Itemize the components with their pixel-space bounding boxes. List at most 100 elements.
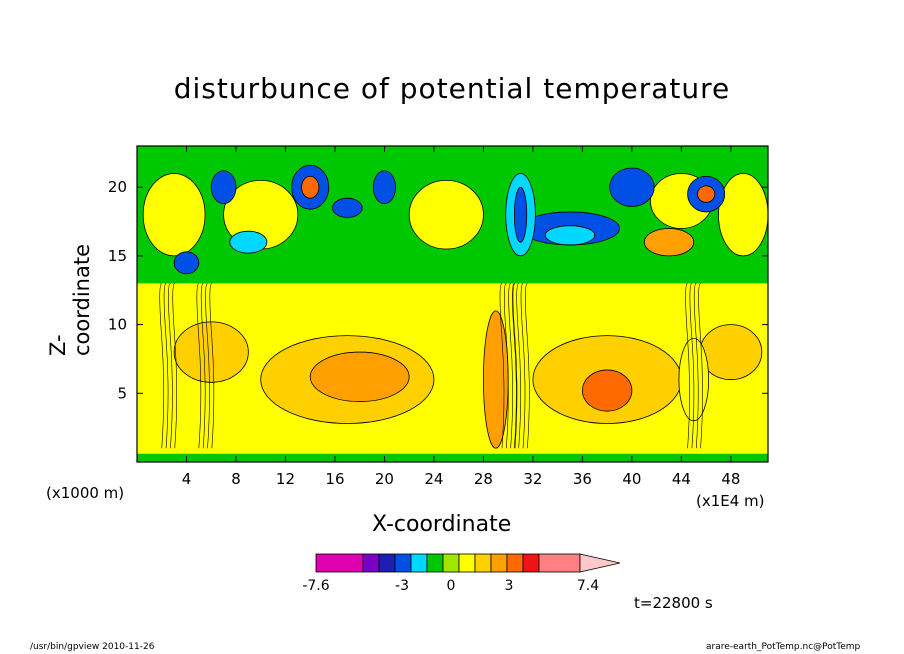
field-contour <box>643 228 695 257</box>
field-contour <box>516 283 521 449</box>
field-blob <box>211 170 236 204</box>
field-blob <box>174 321 249 383</box>
field-plot <box>137 146 768 462</box>
field-blob <box>409 180 484 250</box>
x-tick-label: 36 <box>573 470 592 488</box>
colorbar-segment <box>394 553 412 573</box>
field-contour <box>408 179 484 250</box>
field-blob <box>310 352 410 402</box>
unit-note: (x1000 m) <box>46 484 125 502</box>
field-blob <box>143 173 206 256</box>
field-blob <box>609 167 655 207</box>
field-blob <box>373 170 396 204</box>
colorbar-segment <box>315 553 364 573</box>
y-tick-label: 10 <box>108 316 127 334</box>
x-tick-label: 28 <box>474 470 493 488</box>
field-contour <box>697 185 716 203</box>
field-contour <box>499 283 505 449</box>
field-contour <box>512 283 517 449</box>
colorbar: -7.6 -3 0 3 7.4 <box>302 553 621 594</box>
field-contour <box>205 283 210 449</box>
field-contour <box>168 283 173 449</box>
colorbar-segment <box>458 553 476 573</box>
field-surface-band <box>137 453 768 462</box>
x-tick-label: 4 <box>182 470 192 488</box>
field-contour <box>504 283 509 449</box>
field-contour <box>196 283 202 449</box>
x-tick-label: 8 <box>231 470 241 488</box>
field-contour <box>260 335 435 424</box>
field-contour <box>512 283 518 449</box>
x-tick-label: 16 <box>325 470 344 488</box>
field-contour <box>173 321 249 383</box>
x-axis: 4 8 12 16 20 24 28 32 36 40 44 48 <box>182 146 740 488</box>
colorbar-tick-label: -3 <box>395 578 409 594</box>
field-contour <box>332 197 363 218</box>
field-contour <box>173 251 200 275</box>
field-blob <box>718 173 768 256</box>
colorbar-segment <box>410 553 428 573</box>
field-contour <box>505 173 536 257</box>
chart-title: disturbunce of potential temperature <box>173 72 731 105</box>
field-blob <box>174 251 199 274</box>
field-contour <box>525 283 530 449</box>
field-contour <box>609 167 655 207</box>
x-tick-label: 32 <box>523 470 542 488</box>
field-contour <box>159 283 165 449</box>
field-blob <box>644 228 694 256</box>
colorbar-segment <box>426 553 444 573</box>
field-contour <box>172 283 178 449</box>
field-contour <box>582 369 633 412</box>
field-contour <box>678 337 710 422</box>
colorbar-segment <box>522 553 540 573</box>
plot-frame <box>136 145 769 463</box>
footer-program-date: /usr/bin/gpview 2010-11-26 <box>30 642 155 652</box>
y-tick-label: 20 <box>108 178 127 196</box>
field-contour <box>301 175 320 199</box>
field-contour <box>698 283 703 449</box>
x-tick-label: 20 <box>375 470 394 488</box>
colorbar-segment <box>474 553 492 573</box>
y-axis-label: Z-coordinate <box>46 243 94 356</box>
field-contour <box>209 283 215 449</box>
y-tick-label: 5 <box>117 384 127 402</box>
field-blob <box>514 187 527 243</box>
x-tick-label: 48 <box>721 470 740 488</box>
x-tick-label: 40 <box>622 470 641 488</box>
colorbar-tick-label: 7.4 <box>577 578 599 594</box>
x-tick-label: 12 <box>276 470 295 488</box>
y-axis: 5 10 15 20 <box>108 178 768 402</box>
field-blob <box>697 185 715 203</box>
field-blob <box>301 176 319 199</box>
colorbar-segment <box>362 553 380 573</box>
colorbar-segment <box>442 553 460 573</box>
field-blob <box>699 324 762 380</box>
field-contour <box>513 186 528 243</box>
field-blob <box>483 310 509 449</box>
x-scale-note: (x1E4 m) <box>696 492 765 510</box>
colorbar-segment <box>490 553 508 573</box>
field-blob <box>545 225 595 245</box>
time-label: t=22800 s <box>634 594 713 612</box>
field-contour <box>520 283 526 449</box>
colorbar-segment <box>506 553 524 573</box>
field-contour <box>309 351 410 402</box>
field-contour <box>210 170 237 205</box>
field-contour <box>685 283 690 449</box>
field-blob <box>229 231 267 254</box>
footer-source-file: arare-earth_PotTemp.nc@PotTemp <box>706 642 861 652</box>
field-contour <box>200 283 206 449</box>
y-tick-label: 15 <box>108 247 127 265</box>
colorbar-tick-label: 3 <box>505 578 514 594</box>
x-tick-label: 24 <box>424 470 443 488</box>
x-tick-label: 44 <box>672 470 691 488</box>
colorbar-segment <box>538 553 581 573</box>
field-contour <box>291 164 330 210</box>
field-contour <box>163 283 169 449</box>
field-contour <box>693 283 699 449</box>
field-blob <box>332 198 363 218</box>
field-contour <box>372 170 396 205</box>
field-contour <box>229 230 268 254</box>
field-contour <box>544 225 596 246</box>
